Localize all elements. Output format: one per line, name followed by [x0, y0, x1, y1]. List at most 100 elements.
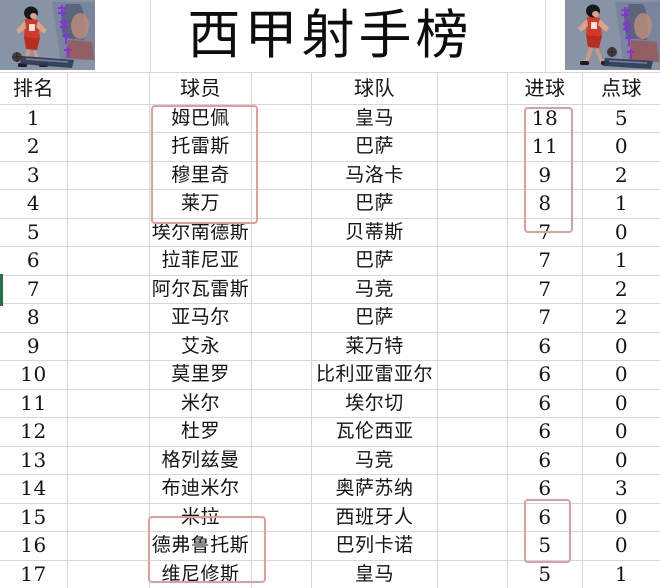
table-row: 12 杜罗 瓦伦西亚 6 0	[0, 418, 660, 447]
cell-team: 瓦伦西亚	[312, 418, 438, 446]
cell-player: 莫里罗	[150, 361, 252, 389]
cell-team: 马竞	[312, 275, 438, 303]
cell-goals: 6	[508, 446, 583, 474]
spacer-cell	[252, 475, 312, 503]
spacer-cell	[438, 332, 508, 360]
cell-penalties: 0	[614, 134, 629, 158]
spacer-cell	[68, 532, 150, 560]
cell-penalties: 0	[614, 533, 629, 557]
table-row: 16 德弗鲁托斯 巴列卡诺 5 0	[0, 532, 660, 561]
cell-team: 埃尔切	[312, 389, 438, 417]
cell-penalties: 0	[614, 219, 629, 244]
cell-rank: 9	[0, 332, 68, 360]
spacer-cell	[68, 190, 150, 218]
spacer-cell	[438, 133, 508, 161]
spacer-cell	[68, 218, 150, 246]
spacer-cell	[438, 218, 508, 246]
spacer-cell	[438, 503, 508, 531]
gridline-fragment	[150, 0, 151, 72]
spacer-cell	[68, 418, 150, 446]
table-body: 1 姆巴佩 皇马 18 5 2 托雷斯 巴萨 11 0 3 穆里奇 马洛卡 9 2 4 莱万 巴萨 8 1 5 埃尔南德斯…	[0, 104, 660, 588]
cell-team: 皇马	[312, 560, 438, 588]
spacer-cell	[68, 247, 150, 275]
cell-rank: 15	[0, 503, 68, 531]
spacer-cell	[68, 275, 150, 303]
cell-team: 皇马	[312, 104, 438, 132]
spacer-cell	[252, 418, 312, 446]
cell-rank: 5	[0, 218, 68, 246]
cell-penalties: 0	[614, 504, 629, 529]
cell-goals: 9	[508, 161, 583, 189]
table-header-row: 排名 球员 球队 进球 点球	[0, 73, 660, 105]
cell-team: 巴萨	[312, 247, 438, 275]
cell-team: 比利亚雷亚尔	[312, 361, 438, 389]
cell-team: 巴萨	[312, 304, 438, 332]
table-row: 15 米拉 西班牙人 6 0	[0, 503, 660, 532]
spacer-cell	[68, 475, 150, 503]
cell-goals: 6	[508, 361, 583, 389]
cell-rank: 1	[0, 104, 68, 132]
cell-player: 艾永	[150, 332, 252, 360]
spacer-cell	[68, 161, 150, 189]
table-row: 1 姆巴佩 皇马 18 5	[0, 104, 660, 133]
spacer-cell	[252, 532, 312, 560]
anime-player-illustration-right	[565, 0, 660, 70]
cell-goals: 7	[508, 247, 583, 275]
cell-team: 巴列卡诺	[312, 532, 438, 560]
cell-player: 莱万	[150, 190, 252, 218]
table-row: 11 米尔 埃尔切 6 0	[0, 389, 660, 418]
cell-penalties: 2	[614, 162, 629, 187]
purple-watermark	[58, 5, 72, 57]
gridline-fragment	[545, 0, 546, 72]
cell-rank: 12	[0, 418, 68, 446]
spacer-cell	[252, 190, 312, 218]
page-title: 西甲射手榜	[187, 5, 473, 66]
green-edge-mark	[0, 274, 3, 306]
cell-player: 德弗鲁托斯	[150, 532, 252, 560]
spacer-cell	[68, 104, 150, 132]
spacer-cell	[438, 418, 508, 446]
table-row: 8 亚马尔 巴萨 7 2	[0, 304, 660, 333]
spacer-cell	[438, 190, 508, 218]
cell-team: 西班牙人	[312, 503, 438, 531]
spacer-cell	[252, 304, 312, 332]
spacer-cell	[438, 275, 508, 303]
cell-penalties: 0	[614, 333, 629, 358]
cell-goals: 6	[508, 503, 583, 531]
purple-watermark	[621, 7, 635, 59]
spacer-cell	[252, 73, 312, 104]
cell-rank: 13	[0, 446, 68, 474]
cell-goals: 8	[508, 190, 583, 218]
cell-penalties: 2	[614, 276, 629, 301]
spacer-cell	[438, 389, 508, 417]
spacer-cell	[438, 161, 508, 189]
spacer-cell	[438, 532, 508, 560]
table-row: 4 莱万 巴萨 8 1	[0, 190, 660, 219]
spacer-cell	[438, 446, 508, 474]
cell-team: 巴萨	[312, 190, 438, 218]
cell-player: 姆巴佩	[150, 104, 252, 132]
spacer-cell	[438, 361, 508, 389]
cell-player: 维尼修斯	[150, 560, 252, 588]
cell-goals: 7	[508, 275, 583, 303]
cell-penalties: 2	[614, 305, 629, 329]
spacer-cell	[252, 247, 312, 275]
column-header-team: 球队	[312, 73, 438, 104]
cell-rank: 6	[0, 247, 68, 275]
cell-goals: 6	[508, 475, 583, 503]
cell-player: 托雷斯	[150, 133, 252, 161]
cell-rank: 3	[0, 161, 68, 189]
spacer-cell	[252, 560, 312, 588]
cell-player: 格列兹曼	[150, 446, 252, 474]
spacer-cell	[68, 361, 150, 389]
column-header-goals: 进球	[508, 73, 583, 104]
table-row: 5 埃尔南德斯 贝蒂斯 7 0	[0, 218, 660, 247]
cell-rank: 16	[0, 532, 68, 560]
cell-player: 米尔	[150, 389, 252, 417]
column-header-penalties: 点球	[601, 76, 642, 100]
spacer-cell	[252, 503, 312, 531]
spacer-cell	[438, 73, 508, 104]
spacer-cell	[438, 104, 508, 132]
cell-goals: 6	[508, 418, 583, 446]
cell-goals: 6	[508, 389, 583, 417]
